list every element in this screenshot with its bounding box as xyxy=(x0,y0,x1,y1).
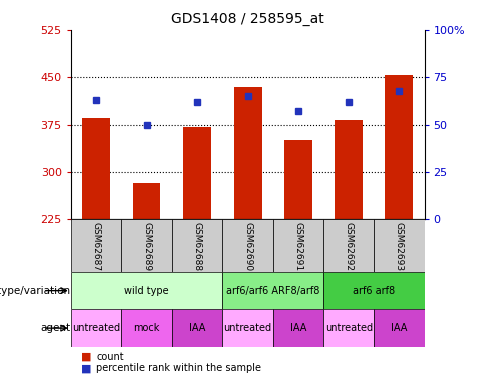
Bar xyxy=(172,219,223,272)
Bar xyxy=(172,309,223,347)
Bar xyxy=(133,183,161,219)
Text: ■: ■ xyxy=(81,352,91,362)
Text: GSM62687: GSM62687 xyxy=(92,222,101,271)
Bar xyxy=(324,272,425,309)
Bar xyxy=(223,219,273,272)
Bar xyxy=(324,309,374,347)
Text: agent: agent xyxy=(41,323,71,333)
Text: GSM62689: GSM62689 xyxy=(142,222,151,271)
Bar xyxy=(285,141,312,219)
Text: GSM62690: GSM62690 xyxy=(243,222,252,271)
Text: percentile rank within the sample: percentile rank within the sample xyxy=(96,363,261,373)
Text: untreated: untreated xyxy=(224,323,272,333)
Text: IAA: IAA xyxy=(189,323,205,333)
Title: GDS1408 / 258595_at: GDS1408 / 258595_at xyxy=(171,12,324,26)
Bar xyxy=(234,87,262,219)
Text: GSM62692: GSM62692 xyxy=(344,222,353,271)
Bar xyxy=(122,219,172,272)
Bar xyxy=(324,219,374,272)
Bar xyxy=(82,118,110,219)
Text: arf6/arf6 ARF8/arf8: arf6/arf6 ARF8/arf8 xyxy=(226,286,320,296)
Bar xyxy=(273,219,324,272)
Text: arf6 arf8: arf6 arf8 xyxy=(353,286,395,296)
Bar xyxy=(386,75,413,219)
Text: GSM62693: GSM62693 xyxy=(395,222,404,271)
Text: untreated: untreated xyxy=(325,323,373,333)
Text: IAA: IAA xyxy=(391,323,407,333)
Text: GSM62688: GSM62688 xyxy=(193,222,202,271)
Bar xyxy=(71,309,122,347)
Text: ■: ■ xyxy=(81,363,91,373)
Bar xyxy=(122,309,172,347)
Bar xyxy=(374,219,425,272)
Text: count: count xyxy=(96,352,124,362)
Bar xyxy=(335,120,363,219)
Bar xyxy=(71,272,223,309)
Text: mock: mock xyxy=(133,323,160,333)
Bar xyxy=(223,272,324,309)
Bar xyxy=(374,309,425,347)
Bar xyxy=(273,309,324,347)
Text: untreated: untreated xyxy=(72,323,120,333)
Text: genotype/variation: genotype/variation xyxy=(0,286,71,296)
Text: IAA: IAA xyxy=(290,323,306,333)
Bar xyxy=(223,309,273,347)
Text: wild type: wild type xyxy=(124,286,169,296)
Bar xyxy=(183,127,211,219)
Text: GSM62691: GSM62691 xyxy=(294,222,303,271)
Bar xyxy=(71,219,122,272)
